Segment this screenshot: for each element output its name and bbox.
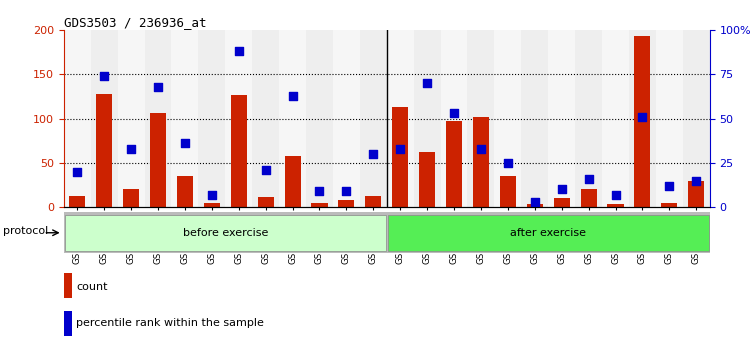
- Point: [475, 146, 487, 152]
- Bar: [387, 30, 414, 207]
- Point: [206, 192, 218, 198]
- Bar: [467, 30, 494, 207]
- Bar: [65, 215, 386, 251]
- Bar: [69, 196, 86, 207]
- Bar: [602, 30, 629, 207]
- Bar: [258, 198, 273, 207]
- Bar: [548, 30, 575, 207]
- Point: [98, 73, 110, 79]
- Point: [663, 183, 675, 189]
- Bar: [64, 311, 72, 336]
- Text: before exercise: before exercise: [182, 228, 268, 238]
- Point: [71, 169, 83, 175]
- Point: [636, 114, 648, 120]
- Text: GDS3503 / 236936_at: GDS3503 / 236936_at: [64, 16, 207, 29]
- Point: [394, 146, 406, 152]
- Bar: [285, 156, 300, 207]
- Text: percentile rank within the sample: percentile rank within the sample: [77, 318, 264, 328]
- Point: [556, 187, 568, 192]
- Bar: [688, 181, 704, 207]
- Bar: [312, 202, 327, 207]
- Bar: [123, 189, 139, 207]
- Bar: [252, 30, 279, 207]
- Bar: [392, 107, 409, 207]
- Bar: [64, 273, 72, 298]
- Point: [502, 160, 514, 166]
- Point: [690, 178, 702, 183]
- Point: [421, 80, 433, 86]
- Bar: [279, 30, 306, 207]
- Bar: [683, 30, 710, 207]
- Bar: [500, 176, 516, 207]
- Bar: [526, 204, 543, 207]
- Bar: [446, 121, 462, 207]
- Bar: [198, 30, 225, 207]
- Bar: [629, 30, 656, 207]
- Bar: [64, 30, 91, 207]
- Bar: [662, 202, 677, 207]
- Bar: [494, 30, 521, 207]
- Point: [260, 167, 272, 173]
- Bar: [553, 198, 570, 207]
- Bar: [118, 30, 144, 207]
- Bar: [338, 200, 354, 207]
- Bar: [150, 113, 166, 207]
- Point: [287, 93, 299, 98]
- Point: [340, 188, 352, 194]
- Bar: [575, 30, 602, 207]
- Bar: [333, 30, 360, 207]
- Bar: [581, 189, 596, 207]
- Point: [529, 199, 541, 205]
- Bar: [608, 204, 623, 207]
- Point: [179, 141, 191, 146]
- Bar: [365, 195, 382, 207]
- Bar: [656, 30, 683, 207]
- Bar: [144, 30, 171, 207]
- Bar: [91, 30, 118, 207]
- Text: count: count: [77, 281, 107, 292]
- Point: [233, 48, 245, 54]
- Bar: [441, 30, 467, 207]
- Point: [313, 188, 325, 194]
- Bar: [419, 152, 436, 207]
- Bar: [225, 30, 252, 207]
- Point: [610, 192, 622, 198]
- Bar: [306, 30, 333, 207]
- Bar: [177, 176, 193, 207]
- Point: [125, 146, 137, 152]
- Bar: [96, 94, 113, 207]
- Point: [367, 151, 379, 157]
- Point: [152, 84, 164, 90]
- Bar: [231, 95, 247, 207]
- Bar: [635, 36, 650, 207]
- Bar: [204, 202, 220, 207]
- Bar: [360, 30, 387, 207]
- Bar: [171, 30, 198, 207]
- Bar: [521, 30, 548, 207]
- Bar: [414, 30, 441, 207]
- Text: protocol: protocol: [3, 226, 49, 236]
- Bar: [473, 117, 489, 207]
- Text: after exercise: after exercise: [510, 228, 587, 238]
- Point: [583, 176, 595, 182]
- Point: [448, 110, 460, 116]
- Bar: [388, 215, 709, 251]
